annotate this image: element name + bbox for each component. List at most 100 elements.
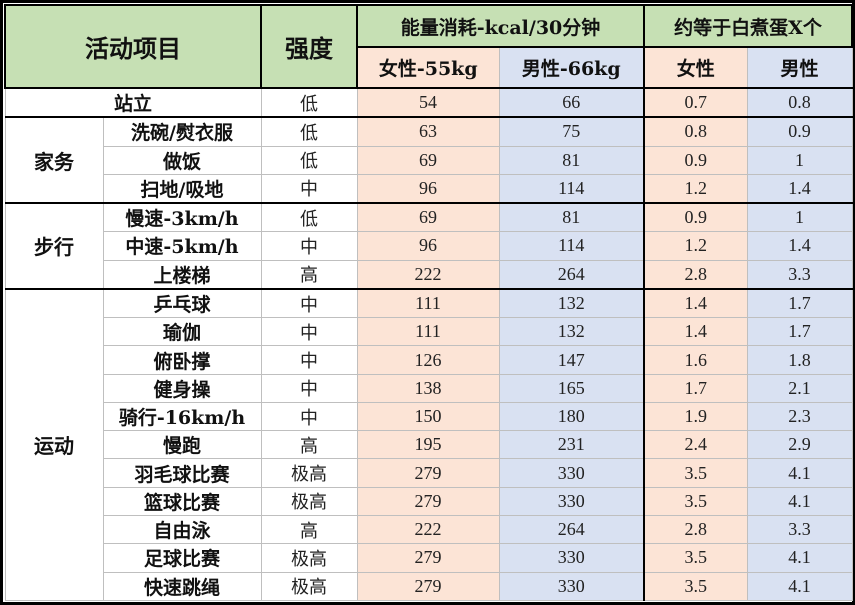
intensity-cell: 中 <box>260 373 358 403</box>
table-row: 篮球比赛 极高 279 330 3.5 4.1 <box>5 486 853 517</box>
intensity-cell: 极高 <box>260 571 358 602</box>
kcal-male-cell: 114 <box>498 173 645 205</box>
intensity-cell: 极高 <box>260 486 358 517</box>
activity-cell: 俯卧撑 <box>102 345 262 375</box>
intensity-cell: 低 <box>260 145 358 175</box>
header-egg-female: 女性 <box>643 46 748 89</box>
kcal-male-cell: 165 <box>498 373 645 403</box>
kcal-male-cell: 132 <box>498 317 645 347</box>
egg-female-cell: 0.9 <box>643 202 748 233</box>
table-row: 上楼梯 高 222 264 2.8 3.3 <box>5 259 853 290</box>
intensity-cell: 中 <box>260 288 358 319</box>
table-row: 快速跳绳 极高 279 330 3.5 4.1 <box>5 571 853 602</box>
activity-cell: 足球比赛 <box>102 543 262 573</box>
egg-female-cell: 1.7 <box>643 373 748 403</box>
kcal-male-cell: 132 <box>498 288 645 319</box>
kcal-female-cell: 279 <box>356 458 500 488</box>
category-sports: 运动 <box>4 288 104 601</box>
egg-female-cell: 1.2 <box>643 173 748 205</box>
intensity-cell: 极高 <box>260 543 358 573</box>
activity-cell: 慢跑 <box>102 430 262 460</box>
intensity-cell: 高 <box>260 514 358 545</box>
table-row: 慢跑 高 195 231 2.4 2.9 <box>5 430 853 460</box>
kcal-female-cell: 195 <box>356 430 500 460</box>
egg-female-cell: 0.8 <box>643 116 748 147</box>
activity-cell: 乒乓球 <box>102 288 262 319</box>
table-row: 俯卧撑 中 126 147 1.6 1.8 <box>5 345 853 375</box>
intensity-cell: 高 <box>260 259 358 290</box>
egg-female-cell: 3.5 <box>643 543 748 573</box>
table-row: 扫地/吸地 中 96 114 1.2 1.4 <box>5 173 853 205</box>
activity-cell: 自由泳 <box>102 514 262 545</box>
egg-female-cell: 3.5 <box>643 571 748 602</box>
kcal-male-cell: 330 <box>498 486 645 517</box>
kcal-female-cell: 279 <box>356 486 500 517</box>
category-housework: 家务 <box>4 116 104 205</box>
egg-female-cell: 0.7 <box>643 87 748 119</box>
egg-male-cell: 2.1 <box>746 373 853 403</box>
egg-male-cell: 1.7 <box>746 317 853 347</box>
kcal-female-cell: 63 <box>356 116 500 147</box>
table-row: 羽毛球比赛 极高 279 330 3.5 4.1 <box>5 458 853 488</box>
egg-male-cell: 1.7 <box>746 288 853 319</box>
egg-male-cell: 4.1 <box>746 486 853 517</box>
kcal-female-cell: 96 <box>356 173 500 205</box>
table-row: 足球比赛 极高 279 330 3.5 4.1 <box>5 543 853 573</box>
table-row: 中速-5km/h 中 96 114 1.2 1.4 <box>5 231 853 261</box>
kcal-female-cell: 54 <box>356 87 500 119</box>
activity-cell: 洗碗/熨衣服 <box>102 116 262 147</box>
table-row: 自由泳 高 222 264 2.8 3.3 <box>5 514 853 545</box>
kcal-male-cell: 330 <box>498 571 645 602</box>
intensity-cell: 中 <box>260 401 358 432</box>
egg-male-cell: 0.9 <box>746 116 853 147</box>
intensity-cell: 低 <box>260 87 358 119</box>
activity-cell: 健身操 <box>102 373 262 403</box>
activity-cell: 上楼梯 <box>102 259 262 290</box>
egg-male-cell: 1.8 <box>746 345 853 375</box>
egg-male-cell: 2.9 <box>746 430 853 460</box>
kcal-female-cell: 126 <box>356 345 500 375</box>
header-energy-male: 男性-66kg <box>498 46 645 89</box>
kcal-male-cell: 264 <box>498 514 645 545</box>
table-row: 骑行-16km/h 中 150 180 1.9 2.3 <box>5 401 853 432</box>
kcal-female-cell: 96 <box>356 231 500 261</box>
egg-female-cell: 2.8 <box>643 514 748 545</box>
egg-male-cell: 4.1 <box>746 543 853 573</box>
egg-female-cell: 2.4 <box>643 430 748 460</box>
header-intensity: 强度 <box>260 4 358 89</box>
egg-female-cell: 1.4 <box>643 288 748 319</box>
header-energy-female: 女性-55kg <box>356 46 500 89</box>
header-egg-male: 男性 <box>746 46 853 89</box>
egg-male-cell: 1.4 <box>746 173 853 205</box>
egg-male-cell: 1.4 <box>746 231 853 261</box>
intensity-cell: 中 <box>260 231 358 261</box>
egg-male-cell: 2.3 <box>746 401 853 432</box>
egg-female-cell: 1.2 <box>643 231 748 261</box>
activity-cell: 骑行-16km/h <box>102 401 262 432</box>
kcal-male-cell: 66 <box>498 87 645 119</box>
intensity-cell: 低 <box>260 202 358 233</box>
egg-male-cell: 0.8 <box>746 87 853 119</box>
kcal-female-cell: 111 <box>356 288 500 319</box>
kcal-male-cell: 330 <box>498 543 645 573</box>
intensity-cell: 中 <box>260 317 358 347</box>
egg-female-cell: 1.9 <box>643 401 748 432</box>
egg-female-cell: 2.8 <box>643 259 748 290</box>
table-row: 站立 低 54 66 0.7 0.8 <box>4 87 853 119</box>
egg-female-cell: 3.5 <box>643 458 748 488</box>
egg-male-cell: 4.1 <box>746 458 853 488</box>
activity-cell: 站立 <box>4 87 262 119</box>
kcal-female-cell: 279 <box>356 543 500 573</box>
header-activity: 活动项目 <box>4 4 262 89</box>
header-energy-group: 能量消耗-kcal/30分钟 <box>356 4 645 48</box>
intensity-cell: 高 <box>260 430 358 460</box>
kcal-male-cell: 114 <box>498 231 645 261</box>
table-row: 做饭 低 69 81 0.9 1 <box>5 145 853 175</box>
kcal-male-cell: 231 <box>498 430 645 460</box>
egg-male-cell: 3.3 <box>746 514 853 545</box>
kcal-female-cell: 279 <box>356 571 500 602</box>
intensity-cell: 低 <box>260 116 358 147</box>
kcal-female-cell: 111 <box>356 317 500 347</box>
egg-male-cell: 4.1 <box>746 571 853 602</box>
kcal-male-cell: 330 <box>498 458 645 488</box>
